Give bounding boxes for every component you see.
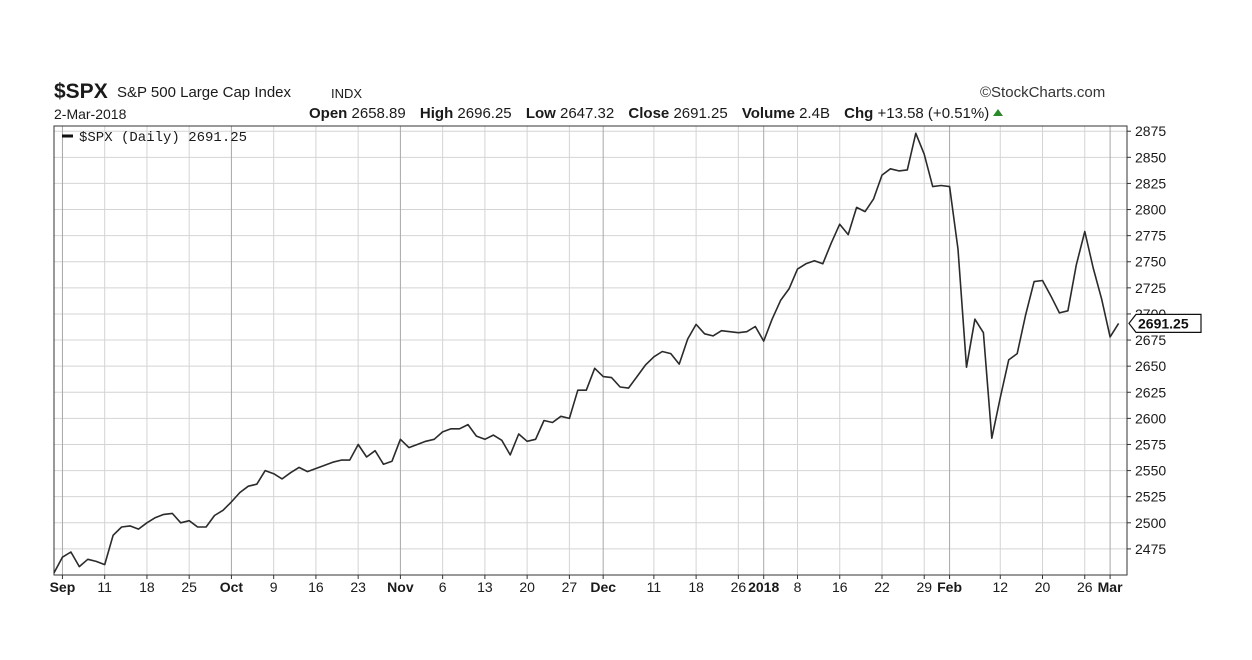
close-label: Close <box>628 105 670 122</box>
y-tick-label: 2575 <box>1135 436 1166 452</box>
change-label: Chg <box>844 105 874 122</box>
x-tick-label: 26 <box>731 579 747 595</box>
up-arrow-icon <box>993 109 1004 116</box>
x-tick-label: Dec <box>590 579 616 595</box>
open-label: Open <box>309 105 348 122</box>
volume-label: Volume <box>741 105 795 122</box>
last-value-label: 2691.25 <box>1138 315 1189 331</box>
x-tick-label: 12 <box>992 579 1008 595</box>
y-tick-label: 2600 <box>1135 410 1166 426</box>
last-value-box <box>1128 313 1202 333</box>
legend: $SPX (Daily) 2691.25 <box>62 130 247 146</box>
plot-frame <box>53 125 1128 576</box>
x-tick-label: Feb <box>937 579 962 595</box>
x-tick-label: 22 <box>874 579 890 595</box>
y-tick-label: 2525 <box>1135 489 1166 505</box>
y-tick-label: 2800 <box>1135 202 1166 218</box>
y-tick-label: 2550 <box>1135 463 1166 479</box>
x-tick-label: Mar <box>1098 579 1123 595</box>
low-label: Low <box>525 105 556 122</box>
y-tick-label: 2875 <box>1135 123 1166 139</box>
x-axis: Sep 11 18 25 Oct 9 16 23 Nov 6 13 20 27 Dec 11 18 26 2018… <box>50 575 1123 595</box>
x-tick-label: Oct <box>220 579 244 595</box>
y-tick-label: 2625 <box>1135 384 1166 400</box>
x-tick-label: 20 <box>519 579 535 595</box>
x-tick-label: 8 <box>794 579 802 595</box>
x-tick-label: 16 <box>308 579 324 595</box>
price-line <box>53 132 1120 574</box>
x-tick-label: Nov <box>387 579 414 595</box>
index-type: INDX <box>331 86 363 101</box>
chart-date: 2-Mar-2018 <box>54 106 127 122</box>
y-tick-label: 2650 <box>1135 358 1166 374</box>
y-tick-label: 2750 <box>1135 254 1166 270</box>
ohlc-stats: Open 2658.89 High 2696.25 Low 2647.32 Cl… <box>309 105 1004 122</box>
y-tick-label: 2825 <box>1135 175 1166 191</box>
x-tick-label: 11 <box>647 579 662 595</box>
index-name: S&P 500 Large Cap Index <box>117 84 292 101</box>
close-value: 2691.25 <box>673 105 728 122</box>
x-tick-label: 29 <box>916 579 932 595</box>
change-value: +13.58 (+0.51%) <box>877 105 990 122</box>
x-tick-label: 13 <box>477 579 493 595</box>
ticker-symbol: $SPX <box>54 80 108 103</box>
legend-label: $SPX (Daily) 2691.25 <box>79 130 247 146</box>
grid <box>54 126 1127 575</box>
x-tick-label: 18 <box>688 579 704 595</box>
x-tick-label: 16 <box>832 579 848 595</box>
y-tick-label: 2850 <box>1135 149 1166 165</box>
high-label: High <box>419 105 454 122</box>
x-tick-label: 18 <box>139 579 155 595</box>
x-tick-label: 11 <box>97 579 112 595</box>
open-value: 2658.89 <box>351 105 406 122</box>
high-value: 2696.25 <box>457 105 512 122</box>
x-tick-label: 25 <box>181 579 197 595</box>
y-tick-label: 2725 <box>1135 280 1166 296</box>
low-value: 2647.32 <box>560 105 615 122</box>
stockcharts-watermark: ©StockCharts.com <box>980 84 1106 101</box>
x-tick-label: Sep <box>50 579 76 595</box>
volume-value: 2.4B <box>799 105 830 122</box>
x-tick-label: 23 <box>350 579 366 595</box>
y-tick-label: 2775 <box>1135 228 1166 244</box>
x-tick-label: 2018 <box>748 579 779 595</box>
y-axis: 2475250025252550257526002625265026752700… <box>1127 123 1166 557</box>
y-tick-label: 2675 <box>1135 332 1166 348</box>
y-tick-label: 2500 <box>1135 515 1166 531</box>
x-tick-label: 6 <box>439 579 447 595</box>
x-tick-label: 27 <box>562 579 578 595</box>
x-tick-label: 26 <box>1077 579 1093 595</box>
y-tick-label: 2475 <box>1135 541 1166 557</box>
x-tick-label: 9 <box>270 579 278 595</box>
x-tick-label: 20 <box>1035 579 1051 595</box>
last-value-tag: 2691.25 <box>1128 313 1202 333</box>
